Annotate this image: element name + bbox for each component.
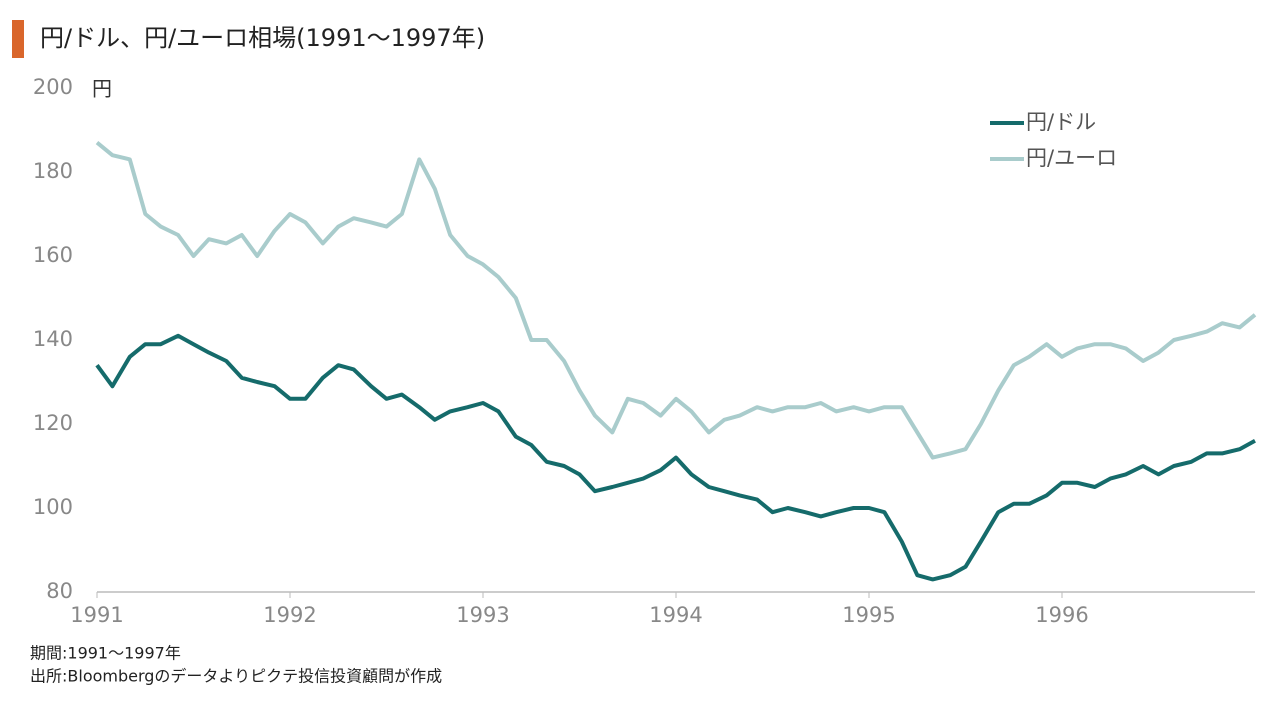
x-tick-label: 1996 — [1035, 603, 1088, 627]
y-tick-label: 140 — [33, 327, 73, 351]
y-tick-label: 80 — [46, 579, 73, 603]
x-tick-label: 1995 — [842, 603, 895, 627]
y-tick-label: 120 — [33, 411, 73, 435]
title-accent — [12, 20, 24, 58]
y-tick-label: 160 — [33, 243, 73, 267]
note: 出所:Bloombergのデータよりピクテ投信投資顧問が作成 — [30, 667, 442, 686]
y-tick-label: 200 — [33, 75, 73, 99]
y-tick-label: 180 — [33, 159, 73, 183]
x-tick-label: 1993 — [456, 603, 509, 627]
y-tick-label: 100 — [33, 495, 73, 519]
x-tick-label: 1991 — [70, 603, 123, 627]
chart-title: 円/ドル、円/ユーロ相場(1991〜1997年) — [40, 24, 485, 52]
y-unit: 円 — [92, 77, 112, 101]
x-tick-label: 1992 — [263, 603, 316, 627]
line-series — [95, 333, 1256, 582]
note: 期間:1991〜1997年 — [30, 644, 181, 663]
legend-label: 円/ドル — [1026, 110, 1096, 134]
x-tick-label: 1994 — [649, 603, 702, 627]
line-series — [95, 141, 1257, 460]
legend-label: 円/ユーロ — [1026, 146, 1117, 170]
